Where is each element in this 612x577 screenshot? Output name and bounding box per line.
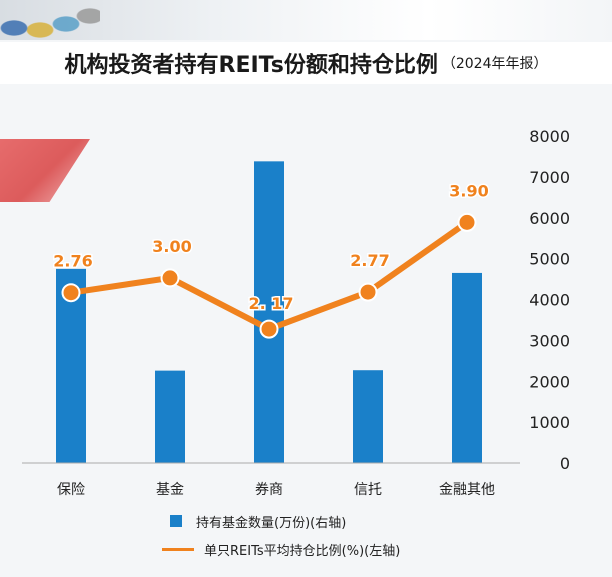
right-tick-label-0: 0: [560, 454, 570, 473]
line-marker-2: [259, 319, 279, 339]
line-markers: [61, 212, 477, 339]
bar-series: [56, 161, 482, 463]
right-tick-label-5: 5000: [529, 250, 570, 269]
decorative-coins-image: [0, 0, 100, 40]
x-tick-label-4: 金融其他: [439, 482, 495, 498]
right-tick-label-6: 6000: [529, 209, 570, 228]
legend-item-line: 单只REITs平均持仓比例(%)(左轴): [162, 538, 482, 560]
header-background: [0, 0, 612, 40]
right-tick-label-8: 8000: [529, 127, 570, 146]
legend-bar-label: 持有基金数量(万份)(右轴): [196, 515, 347, 531]
chart-title-main: 机构投资者持有REITs份额和持仓比例: [64, 53, 438, 78]
x-tick-label-3: 信托: [354, 482, 382, 498]
line-value-label-0: 2.76: [53, 252, 92, 271]
title-band: [0, 42, 612, 84]
legend-item-bar: 持有基金数量(万份)(右轴): [162, 510, 482, 532]
bar-3: [353, 370, 383, 463]
line-value-label-2: 2. 17: [248, 294, 293, 313]
line-marker-4: [457, 212, 477, 232]
bar-1: [155, 370, 185, 463]
line-marker-0: [61, 283, 81, 303]
line-marker-3: [358, 282, 378, 302]
line-value-labels: 2.76 3.00 2. 17 2.77 3.90: [52, 180, 490, 315]
line-value-label-1: 3.00: [152, 237, 191, 256]
legend-bar-swatch: [170, 515, 182, 527]
chart-title-subtitle: （2024年年报）: [441, 56, 548, 72]
chart-title: 机构投资者持有REITs份额和持仓比例 （2024年年报）: [0, 42, 612, 84]
right-tick-label-2: 2000: [529, 372, 570, 391]
right-tick-label-1: 1000: [529, 413, 570, 432]
line-value-label-3: 2.77: [350, 251, 389, 270]
bar-4: [452, 272, 482, 463]
legend-line-swatch: [162, 547, 194, 551]
x-tick-label-0: 保险: [57, 482, 85, 498]
right-tick-label-4: 4000: [529, 291, 570, 310]
x-tick-label-1: 基金: [156, 481, 184, 498]
right-tick-label-7: 7000: [529, 168, 570, 187]
bar-2: [254, 161, 284, 463]
legend: 持有基金数量(万份)(右轴) 单只REITs平均持仓比例(%)(左轴): [162, 510, 482, 566]
line-value-label-4: 3.90: [449, 181, 488, 200]
x-axis-tick-labels: 保险 基金 券商 信托 金融其他: [57, 481, 495, 498]
x-tick-label-2: 券商: [255, 482, 283, 498]
legend-line-label: 单只REITs平均持仓比例(%)(左轴): [204, 543, 401, 559]
right-tick-label-3: 3000: [529, 331, 570, 350]
right-axis-tick-labels: 0 1000 2000 3000 4000 5000 6000 7000 8000: [529, 127, 570, 473]
line-marker-1: [160, 268, 180, 288]
